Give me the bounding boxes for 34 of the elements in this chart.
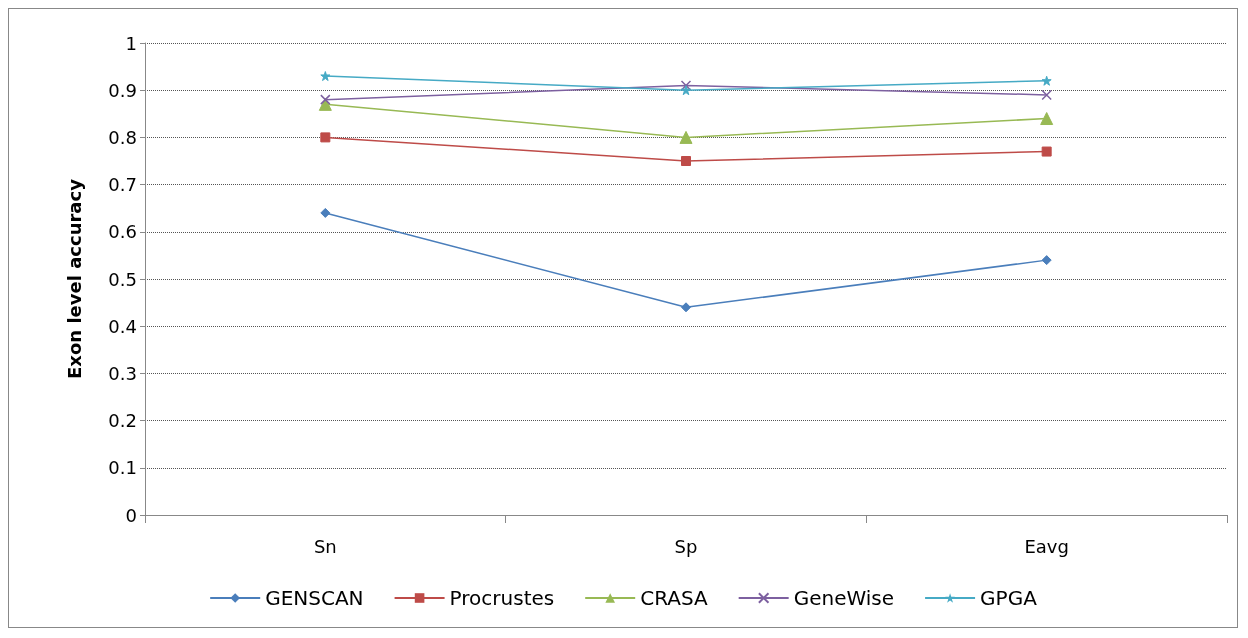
point — [1041, 146, 1052, 157]
y-tick-label: 0.2 — [108, 410, 137, 432]
x-tick-label: Eavg — [1024, 535, 1069, 557]
y-tick-label: 0.3 — [108, 362, 137, 384]
y-tick-label: 1 — [125, 32, 137, 54]
x-tick-label: Sn — [313, 535, 337, 557]
point — [679, 130, 693, 144]
y-tick-label: 0 — [125, 504, 137, 526]
point — [681, 85, 691, 96]
y-tick-label: 0.7 — [108, 174, 137, 196]
x-tick-label: Sp — [674, 535, 698, 557]
point — [681, 156, 691, 166]
point — [320, 71, 331, 82]
y-tick-label: 0.5 — [108, 268, 137, 290]
point — [680, 80, 692, 91]
legend-label: GPGA — [980, 586, 1038, 610]
point — [1041, 89, 1052, 101]
point — [320, 94, 331, 105]
legend-label: Procrustes — [449, 586, 555, 610]
y-tick-label: 0.8 — [108, 126, 137, 148]
y-tick-label: 0.1 — [108, 457, 137, 479]
y-tick-label: 0.4 — [108, 315, 137, 337]
point — [1041, 75, 1052, 86]
point — [320, 207, 331, 218]
legend-label: CRASA — [640, 586, 708, 610]
legend-label: GENSCAN — [265, 586, 364, 610]
y-tick-label: 0.9 — [108, 79, 137, 101]
point — [1041, 255, 1052, 266]
point — [320, 132, 331, 143]
y-axis-title: Exon level accuracy — [63, 178, 85, 379]
point — [681, 302, 691, 313]
point — [1040, 112, 1054, 126]
legend-label: GeneWise — [793, 586, 895, 610]
y-tick-label: 0.6 — [108, 221, 137, 243]
